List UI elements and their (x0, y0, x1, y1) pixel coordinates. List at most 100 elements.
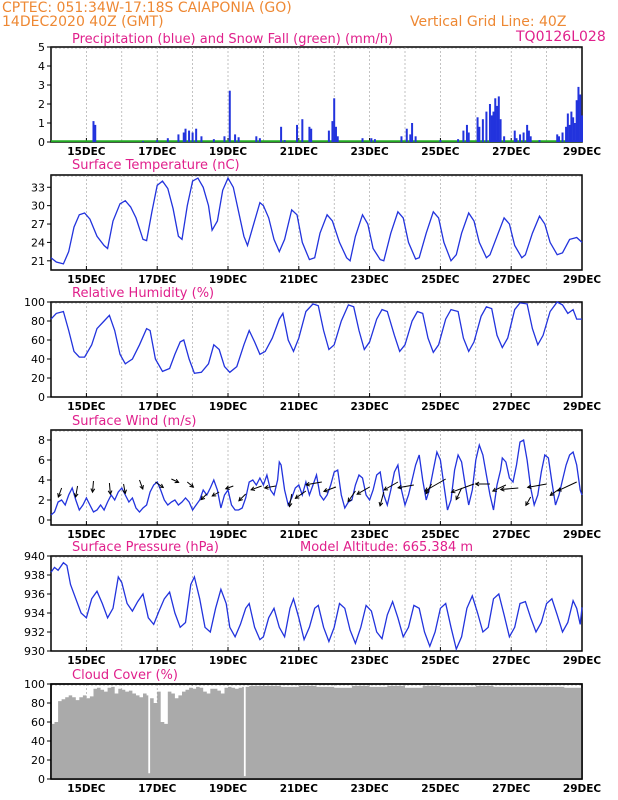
wind-arrow-head (211, 492, 217, 497)
precip-bar (570, 111, 573, 142)
precip-bar (184, 128, 187, 142)
precip-bar (308, 126, 311, 142)
y-tick-label: 0 (38, 136, 45, 149)
x-tick-label: 27DEC (492, 274, 531, 286)
y-tick-label: 0 (38, 773, 45, 786)
wind-arrow-shaft (171, 478, 179, 483)
wind-arrow-head (174, 478, 180, 484)
panel-title: Relative Humidity (%) (72, 286, 214, 301)
y-tick-label: 40 (31, 735, 45, 748)
precip-bar (182, 132, 185, 142)
x-tick-label: 17DEC (138, 401, 177, 413)
precip-bar (485, 111, 488, 142)
precip-bar (481, 119, 484, 142)
series-line (50, 176, 583, 265)
wind-arrow-shaft (424, 478, 446, 492)
wind-arrow (73, 485, 79, 499)
x-tick-label: 21DEC (280, 783, 319, 795)
wind-arrow-head (224, 485, 230, 490)
panel-title: Precipitation (blue) and Snow Fall (gree… (72, 32, 393, 47)
panel-title: Surface Wind (m/s) (72, 414, 196, 429)
x-tick-label: 27DEC (492, 146, 531, 158)
x-tick-label: 27DEC (492, 783, 531, 795)
wind-arrow-shaft (108, 482, 111, 495)
wind-arrow-shaft (238, 493, 247, 502)
precip-bar (283, 140, 286, 142)
precip-bar (296, 124, 299, 142)
plot-frame-top (50, 683, 583, 780)
chart-panel-0: 0 1 2 3 4 5 15DEC 17DEC 19DEC 21DEC 23DEC 25DEC 27DE… (38, 32, 601, 158)
precip-bar (188, 130, 191, 142)
model-altitude-label: Model Altitude: 665.384 m (300, 540, 473, 555)
wind-arrow (224, 485, 234, 490)
date-header: 14DEC2020 40Z (GMT) (2, 14, 164, 30)
station-header: CPTEC: 051:34W-17:18S CAIAPONIA (GO) (2, 0, 292, 16)
x-tick-label: 23DEC (350, 401, 389, 413)
precip-bar (557, 136, 560, 142)
precip-bar (237, 137, 240, 142)
x-tick-label: 27DEC (492, 655, 531, 667)
y-tick-label: 20 (31, 372, 45, 385)
wind-arrow-head (549, 491, 555, 496)
precip-bar (331, 121, 334, 142)
x-tick-label: 25DEC (421, 529, 460, 541)
precip-bar (519, 134, 522, 142)
y-tick-label: 8 (38, 434, 45, 447)
wind-arrow (200, 493, 208, 501)
model-code: TQ0126L028 (516, 29, 606, 45)
wind-arrow (250, 485, 262, 491)
cloud-cover-area (51, 685, 583, 779)
precip-bar (565, 126, 568, 142)
precip-bar (373, 139, 376, 142)
y-tick-label: 3 (38, 79, 45, 92)
y-tick-label: 940 (24, 550, 45, 563)
precip-bar (577, 86, 580, 142)
wind-arrow-shaft (92, 480, 94, 493)
x-tick-label: 21DEC (280, 146, 319, 158)
x-tick-label: 17DEC (138, 274, 177, 286)
x-tick-label: 25DEC (421, 274, 460, 286)
x-tick-label: 21DEC (280, 401, 319, 413)
x-tick-label: 25DEC (421, 146, 460, 158)
wind-arrow (322, 486, 337, 493)
wind-arrow (356, 486, 370, 495)
wind-arrow (556, 481, 577, 492)
precip-bar (467, 132, 470, 142)
y-tick-label: 2 (38, 494, 45, 507)
x-tick-label: 23DEC (350, 146, 389, 158)
wind-arrow-head (238, 496, 243, 502)
precip-bar (503, 136, 506, 142)
y-tick-label: 932 (24, 626, 45, 639)
precip-bar (492, 111, 495, 142)
wind-arrow-head (347, 497, 352, 503)
precip-bar (496, 105, 499, 142)
wind-arrow-shaft (211, 491, 220, 497)
wind-arrow (347, 490, 356, 503)
wind-arrow (287, 493, 293, 508)
wind-arrow (263, 485, 276, 490)
precip-bar (361, 138, 364, 142)
wind-arrow (526, 483, 547, 490)
plot-frame (50, 301, 583, 398)
precip-bar (195, 128, 198, 142)
series-line (50, 438, 583, 516)
precip-bar (561, 132, 564, 142)
x-tick-label: 19DEC (209, 783, 248, 795)
x-tick-label: 19DEC (209, 655, 248, 667)
wind-arrow-head (189, 483, 195, 488)
precip-bar (223, 136, 226, 142)
wind-arrow-shaft (347, 490, 356, 502)
wind-arrow (155, 481, 165, 489)
wind-arrow-head (159, 483, 165, 489)
y-tick-label: 60 (31, 716, 45, 729)
wind-arrow (525, 496, 532, 507)
y-tick-label: 40 (31, 353, 45, 366)
precip-bar (538, 140, 541, 142)
x-tick-label: 29DEC (563, 655, 602, 667)
wind-arrow-head (556, 487, 562, 492)
wind-arrow-head (322, 488, 328, 493)
wind-arrow (211, 491, 220, 497)
x-tick-label: 25DEC (421, 655, 460, 667)
wind-arrow-shaft (527, 483, 547, 488)
wind-arrow-head (525, 501, 530, 507)
